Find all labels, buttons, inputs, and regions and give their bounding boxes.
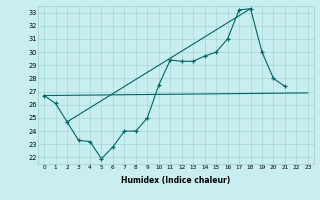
X-axis label: Humidex (Indice chaleur): Humidex (Indice chaleur) xyxy=(121,176,231,185)
